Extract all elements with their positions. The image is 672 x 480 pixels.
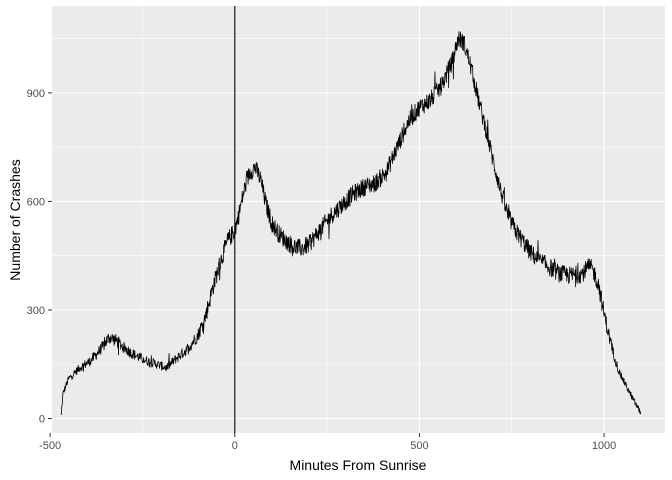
series-layer — [60, 31, 642, 415]
x-axis-title: Minutes From Sunrise — [290, 457, 427, 473]
minor-gridlines — [52, 6, 665, 433]
plot-panel — [52, 6, 665, 433]
x-tick-label: -500 — [39, 440, 61, 452]
crash-count-series-line — [60, 31, 642, 415]
y-tick-label: 900 — [27, 88, 45, 100]
tick-labels: -500 0 500 1000 0 300 600 900 — [27, 88, 617, 452]
y-tick-label: 0 — [39, 414, 45, 426]
y-axis-title: Number of Crashes — [7, 159, 23, 280]
major-gridlines — [49, 6, 665, 433]
x-tick-label: 1000 — [592, 440, 616, 452]
y-tick-label: 600 — [27, 196, 45, 208]
x-tick-label: 0 — [232, 440, 238, 452]
y-tick-label: 300 — [27, 305, 45, 317]
axis-ticks — [48, 92, 605, 437]
x-tick-label: 500 — [410, 440, 428, 452]
